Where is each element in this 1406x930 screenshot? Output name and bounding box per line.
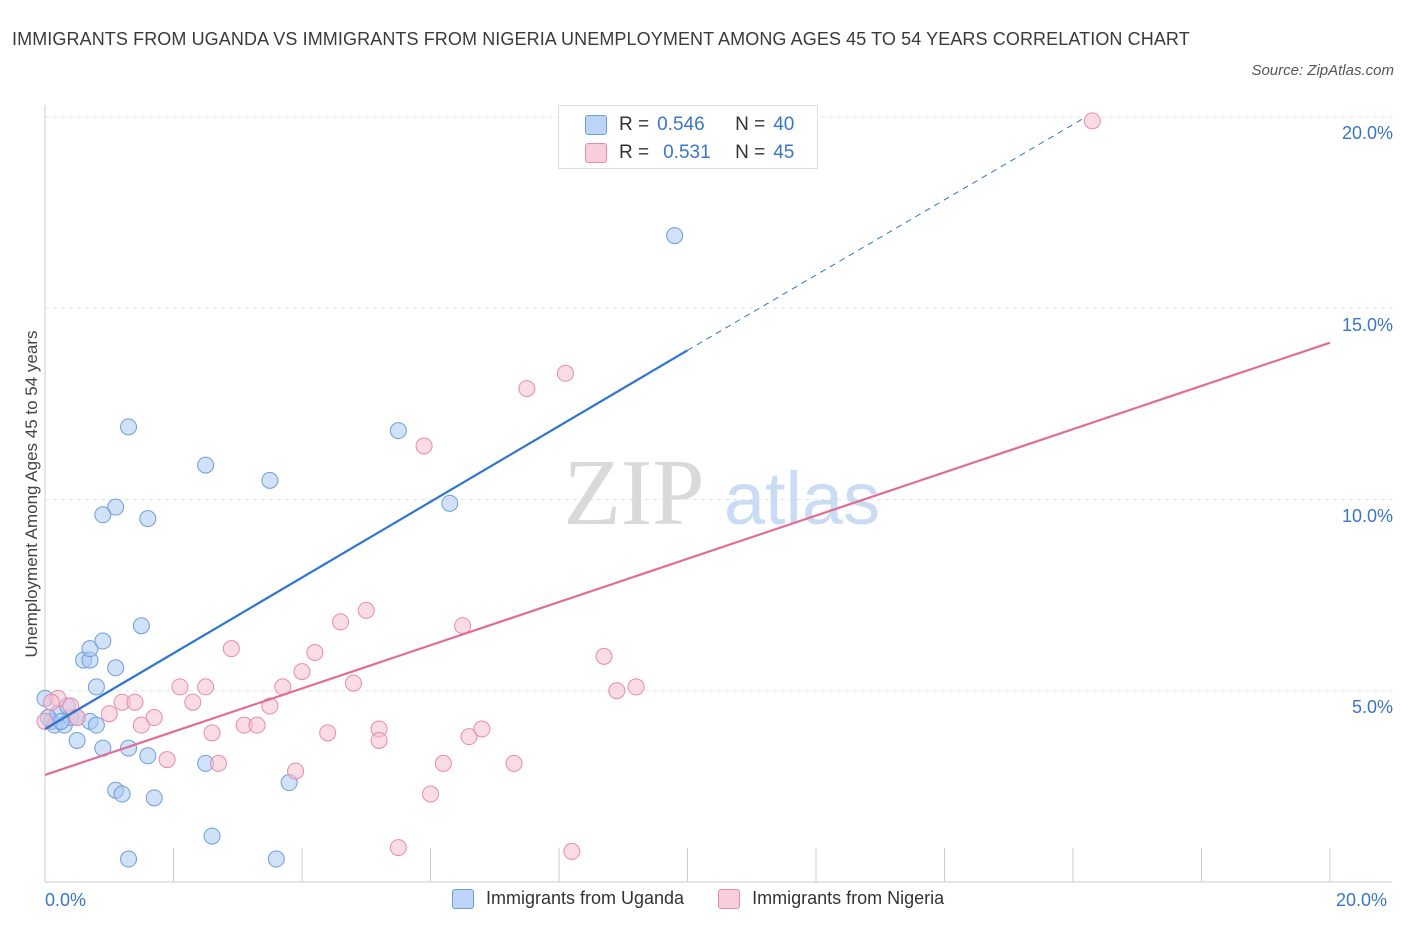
uganda-n-label: N = [735,114,766,135]
axes [44,105,1392,883]
nigeria-point [608,682,626,700]
uganda-point [261,471,279,489]
uganda-point [120,418,138,436]
nigeria-point [184,693,202,711]
series-legend: Immigrants from Uganda Immigrants from N… [452,888,944,909]
source-label: Source: ZipAtlas.com [1251,62,1394,79]
uganda-point [666,227,684,245]
nigeria-legend-swatch-icon [718,888,741,909]
nigeria-point [422,785,439,803]
uganda-point [87,716,105,734]
legend-row-uganda: R = 0.546 N = 40 [585,113,794,137]
uganda-point [120,850,138,868]
uganda-point [145,789,163,807]
nigeria-point [36,712,54,730]
nigeria-point [100,705,118,723]
nigeria-trend-line [44,341,1331,776]
nigeria-point [293,663,311,681]
uganda-n-value: 40 [773,114,795,135]
uganda-point [94,506,112,524]
nigeria-point [68,709,86,727]
watermark: ZIP atlas [564,441,881,545]
nigeria-points [36,112,1101,860]
nigeria-point [389,839,407,857]
uganda-point [267,850,285,868]
uganda-point [203,827,221,845]
y-tick-label-10: 10.0% [1341,506,1393,526]
uganda-point [94,632,112,650]
uganda-point [68,731,86,749]
uganda-points [36,227,684,868]
nigeria-point [158,751,176,769]
uganda-point [107,498,125,516]
uganda-point [389,422,407,440]
nigeria-point [306,644,324,661]
uganda-point [132,617,150,635]
watermark-atlas: atlas [724,457,880,540]
nigeria-swatch-icon [585,143,607,163]
uganda-trend-line [44,349,689,730]
nigeria-point [454,617,472,635]
uganda-legend-swatch-icon [452,888,474,909]
nigeria-point [287,762,305,780]
uganda-point [120,739,138,757]
uganda-r-label: R = [619,114,650,135]
nigeria-point [556,364,574,382]
nigeria-point [222,640,240,658]
nigeria-point [248,716,266,734]
nigeria-point [415,437,433,455]
uganda-point [87,678,105,696]
nigeria-point [126,693,144,711]
correlation-legend: R = 0.546 N = 40 R = 0.531 N = 45 [558,105,818,169]
nigeria-point [171,678,189,696]
chart-title: IMMIGRANTS FROM UGANDA VS IMMIGRANTS FRO… [12,29,1190,49]
nigeria-point [132,716,150,734]
uganda-point [139,510,157,528]
nigeria-point [261,697,279,715]
uganda-point [139,747,157,765]
nigeria-point [473,720,491,738]
nigeria-legend-label: Immigrants from Nigeria [752,888,945,908]
nigeria-point [332,613,350,631]
nigeria-r-value: 0.531 [663,142,711,163]
legend-row-nigeria: R = 0.531 N = 45 [585,141,794,165]
nigeria-point [319,724,337,742]
nigeria-r-label: R = [619,142,650,163]
trend-lines [44,116,1331,776]
nigeria-point [209,754,227,772]
nigeria-point [627,678,645,696]
nigeria-point [434,754,452,772]
uganda-swatch-icon [585,115,607,135]
uganda-legend-label: Immigrants from Uganda [486,888,685,908]
nigeria-point [518,380,536,398]
nigeria-point [42,693,60,711]
nigeria-point [595,647,613,665]
nigeria-n-value: 45 [773,142,795,163]
uganda-point [441,494,459,512]
uganda-point [113,785,131,803]
uganda-r-value: 0.546 [657,114,705,135]
nigeria-point [370,731,388,749]
x-tick-label-max: 20.0% [1336,890,1388,910]
nigeria-point [344,674,362,692]
nigeria-point [460,728,478,746]
grid-lines [45,116,1392,692]
y-tick-label-20: 20.0% [1341,123,1393,143]
nigeria-point [197,678,215,696]
uganda-point [81,640,99,658]
uganda-point [107,659,125,677]
uganda-point [197,456,215,474]
nigeria-point [357,601,375,619]
nigeria-point [1083,112,1101,130]
nigeria-point [203,724,221,742]
nigeria-point [145,709,163,727]
nigeria-point [563,842,581,860]
x-tick-label-min: 0.0% [45,890,87,910]
nigeria-point [505,754,523,772]
nigeria-n-label: N = [735,142,766,163]
y-tick-label-15: 15.0% [1341,315,1393,335]
watermark-zip: ZIP [564,441,705,545]
y-tick-label-5: 5.0% [1351,697,1393,717]
